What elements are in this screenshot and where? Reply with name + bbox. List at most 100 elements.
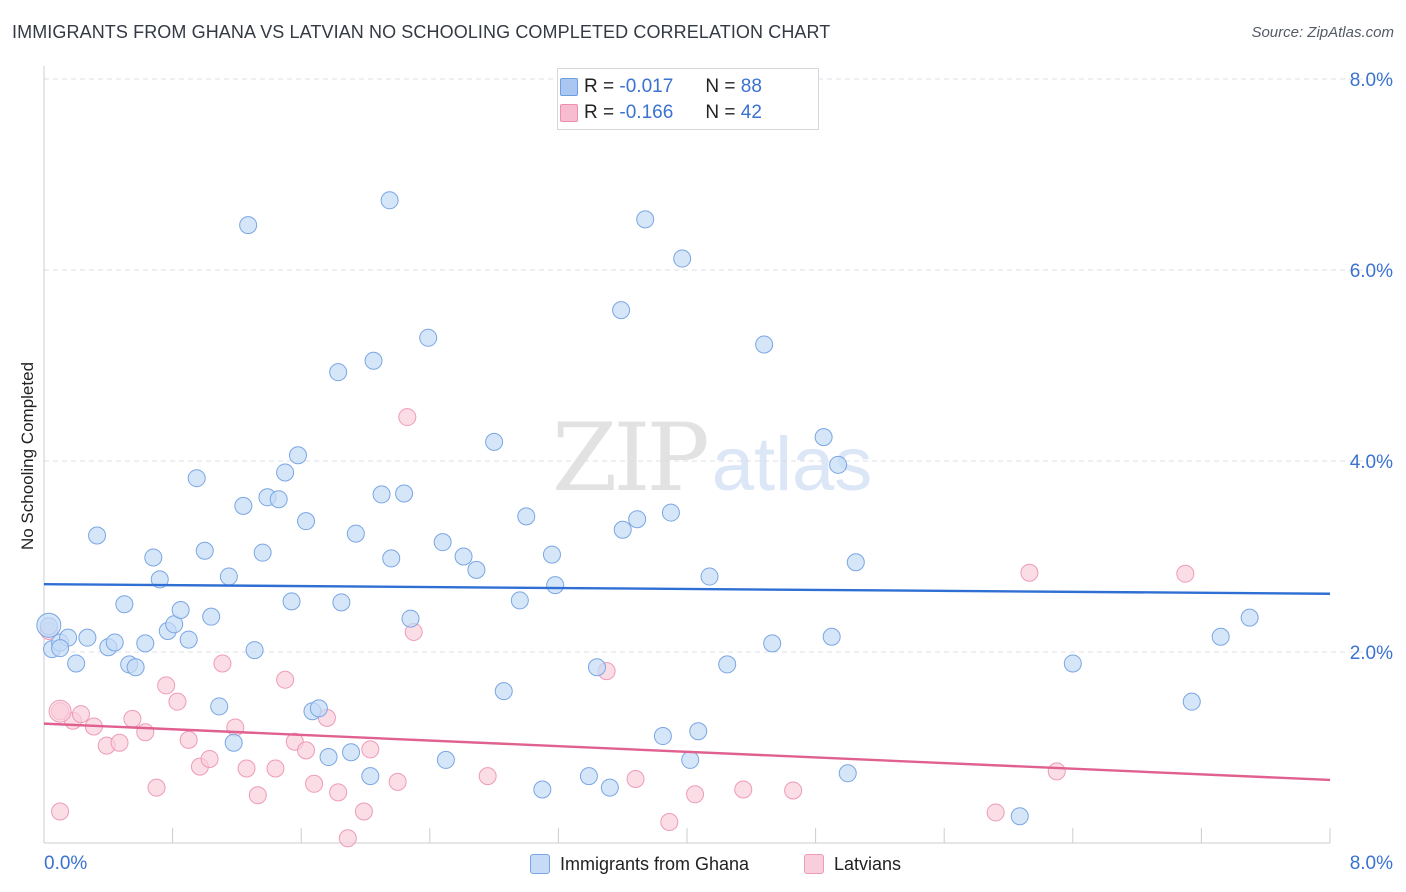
ghana-point bbox=[179, 630, 198, 649]
ghana-point bbox=[364, 351, 383, 370]
ghana-point bbox=[239, 216, 258, 235]
ghana-point bbox=[288, 446, 307, 465]
ghana-point bbox=[419, 328, 438, 347]
latvians-point bbox=[1176, 564, 1195, 583]
ghana-point bbox=[814, 428, 833, 447]
ghana-point bbox=[51, 639, 70, 658]
ghana-point bbox=[689, 722, 708, 741]
ghana-point bbox=[673, 249, 692, 268]
ghana-point bbox=[700, 567, 719, 586]
source-label: Source: ZipAtlas.com bbox=[1251, 24, 1394, 41]
ghana-point bbox=[454, 547, 473, 566]
latvians-point bbox=[361, 740, 380, 759]
ghana-point bbox=[78, 628, 97, 647]
latvians-point bbox=[686, 785, 705, 804]
latvians-point bbox=[266, 759, 285, 778]
chart-title: IMMIGRANTS FROM GHANA VS LATVIAN NO SCHO… bbox=[12, 22, 831, 42]
ghana-point bbox=[1240, 608, 1259, 627]
ghana-point bbox=[829, 455, 848, 474]
latvians-point bbox=[147, 778, 166, 797]
ghana-point bbox=[219, 567, 238, 586]
ghana-point-large bbox=[36, 612, 62, 638]
latvians-point bbox=[784, 781, 803, 800]
ghana-point bbox=[297, 512, 316, 531]
ghana-point bbox=[517, 507, 536, 526]
bottom-legend-latvians: Latvians bbox=[804, 851, 901, 877]
ghana-point bbox=[755, 335, 774, 354]
latvians-point bbox=[248, 786, 267, 805]
latvians-point bbox=[136, 723, 155, 742]
ghana-point bbox=[1010, 807, 1029, 826]
latvians-point-large bbox=[48, 699, 72, 723]
ghana-point bbox=[187, 469, 206, 488]
ghana-point bbox=[533, 780, 552, 799]
ghana-point bbox=[105, 633, 124, 652]
ghana-point bbox=[115, 595, 134, 614]
ghana-point bbox=[382, 549, 401, 568]
latvians-points bbox=[39, 408, 1195, 848]
bottom-legend-ghana: Immigrants from Ghana bbox=[530, 851, 749, 877]
latvians-point bbox=[338, 829, 357, 848]
ghana-point bbox=[319, 748, 338, 767]
ghana-point bbox=[245, 641, 264, 660]
gridlines bbox=[44, 78, 1378, 653]
ghana-point bbox=[67, 654, 86, 673]
legend-r-value: -0.017 bbox=[619, 76, 674, 97]
bottom-legend-swatch-latvians bbox=[804, 854, 824, 874]
legend-row-latvians: R = -0.166 N = 42 bbox=[560, 101, 762, 125]
x-tick-label: 8.0% bbox=[1350, 853, 1393, 874]
bottom-legend-label-ghana: Immigrants from Ghana bbox=[560, 853, 750, 874]
latvians-point bbox=[276, 670, 295, 689]
ghana-point bbox=[612, 301, 631, 320]
ghana-point bbox=[126, 658, 145, 677]
ghana-point bbox=[276, 463, 295, 482]
latvians-point bbox=[1020, 563, 1039, 582]
x-tick-label: 0.0% bbox=[44, 853, 87, 874]
ghana-point bbox=[510, 591, 529, 610]
ghana-point bbox=[1063, 654, 1082, 673]
latvians-point bbox=[626, 770, 645, 789]
legend-n-value: 42 bbox=[740, 102, 762, 123]
legend-r-label: R = bbox=[584, 76, 615, 97]
legend-r-label: R = bbox=[584, 102, 615, 123]
ghana-point bbox=[269, 490, 288, 509]
ghana-point bbox=[150, 570, 169, 589]
latvians-point bbox=[213, 654, 232, 673]
ghana-trend-line bbox=[43, 582, 1331, 595]
y-tick-label: 2.0% bbox=[1350, 643, 1393, 664]
ghana-point bbox=[329, 363, 348, 382]
axes bbox=[43, 66, 1331, 844]
ghana-point bbox=[436, 750, 455, 769]
ghana-point bbox=[144, 548, 163, 567]
latvians-point bbox=[986, 803, 1005, 822]
ghana-point bbox=[613, 520, 632, 539]
y-tick-label: 8.0% bbox=[1350, 70, 1393, 91]
ghana-point bbox=[210, 697, 229, 716]
latvians-point bbox=[478, 767, 497, 786]
ghana-point bbox=[494, 682, 513, 701]
latvians-point bbox=[71, 705, 90, 724]
ghana-point bbox=[628, 510, 647, 529]
ghana-point bbox=[372, 485, 391, 504]
legend-swatch-latvians bbox=[560, 104, 578, 122]
y-axis-label: No Schooling Completed bbox=[18, 361, 37, 551]
latvians-point bbox=[354, 802, 373, 821]
ghana-points bbox=[36, 191, 1259, 826]
ghana-point bbox=[1211, 627, 1230, 646]
ghana-point bbox=[822, 627, 841, 646]
latvians-point bbox=[168, 692, 187, 711]
latvians-point bbox=[398, 408, 417, 427]
ghana-point bbox=[1182, 692, 1201, 711]
bottom-legend-swatch-ghana bbox=[530, 854, 550, 874]
ghana-point bbox=[636, 210, 655, 229]
ghana-point bbox=[346, 524, 365, 543]
ghana-point bbox=[234, 496, 253, 515]
latvians-point bbox=[734, 780, 753, 799]
ghana-point bbox=[380, 191, 399, 210]
ghana-point bbox=[253, 543, 272, 562]
ghana-point bbox=[661, 503, 680, 522]
latvians-point bbox=[200, 749, 219, 768]
latvians-point bbox=[388, 772, 407, 791]
latvians-point bbox=[51, 802, 70, 821]
